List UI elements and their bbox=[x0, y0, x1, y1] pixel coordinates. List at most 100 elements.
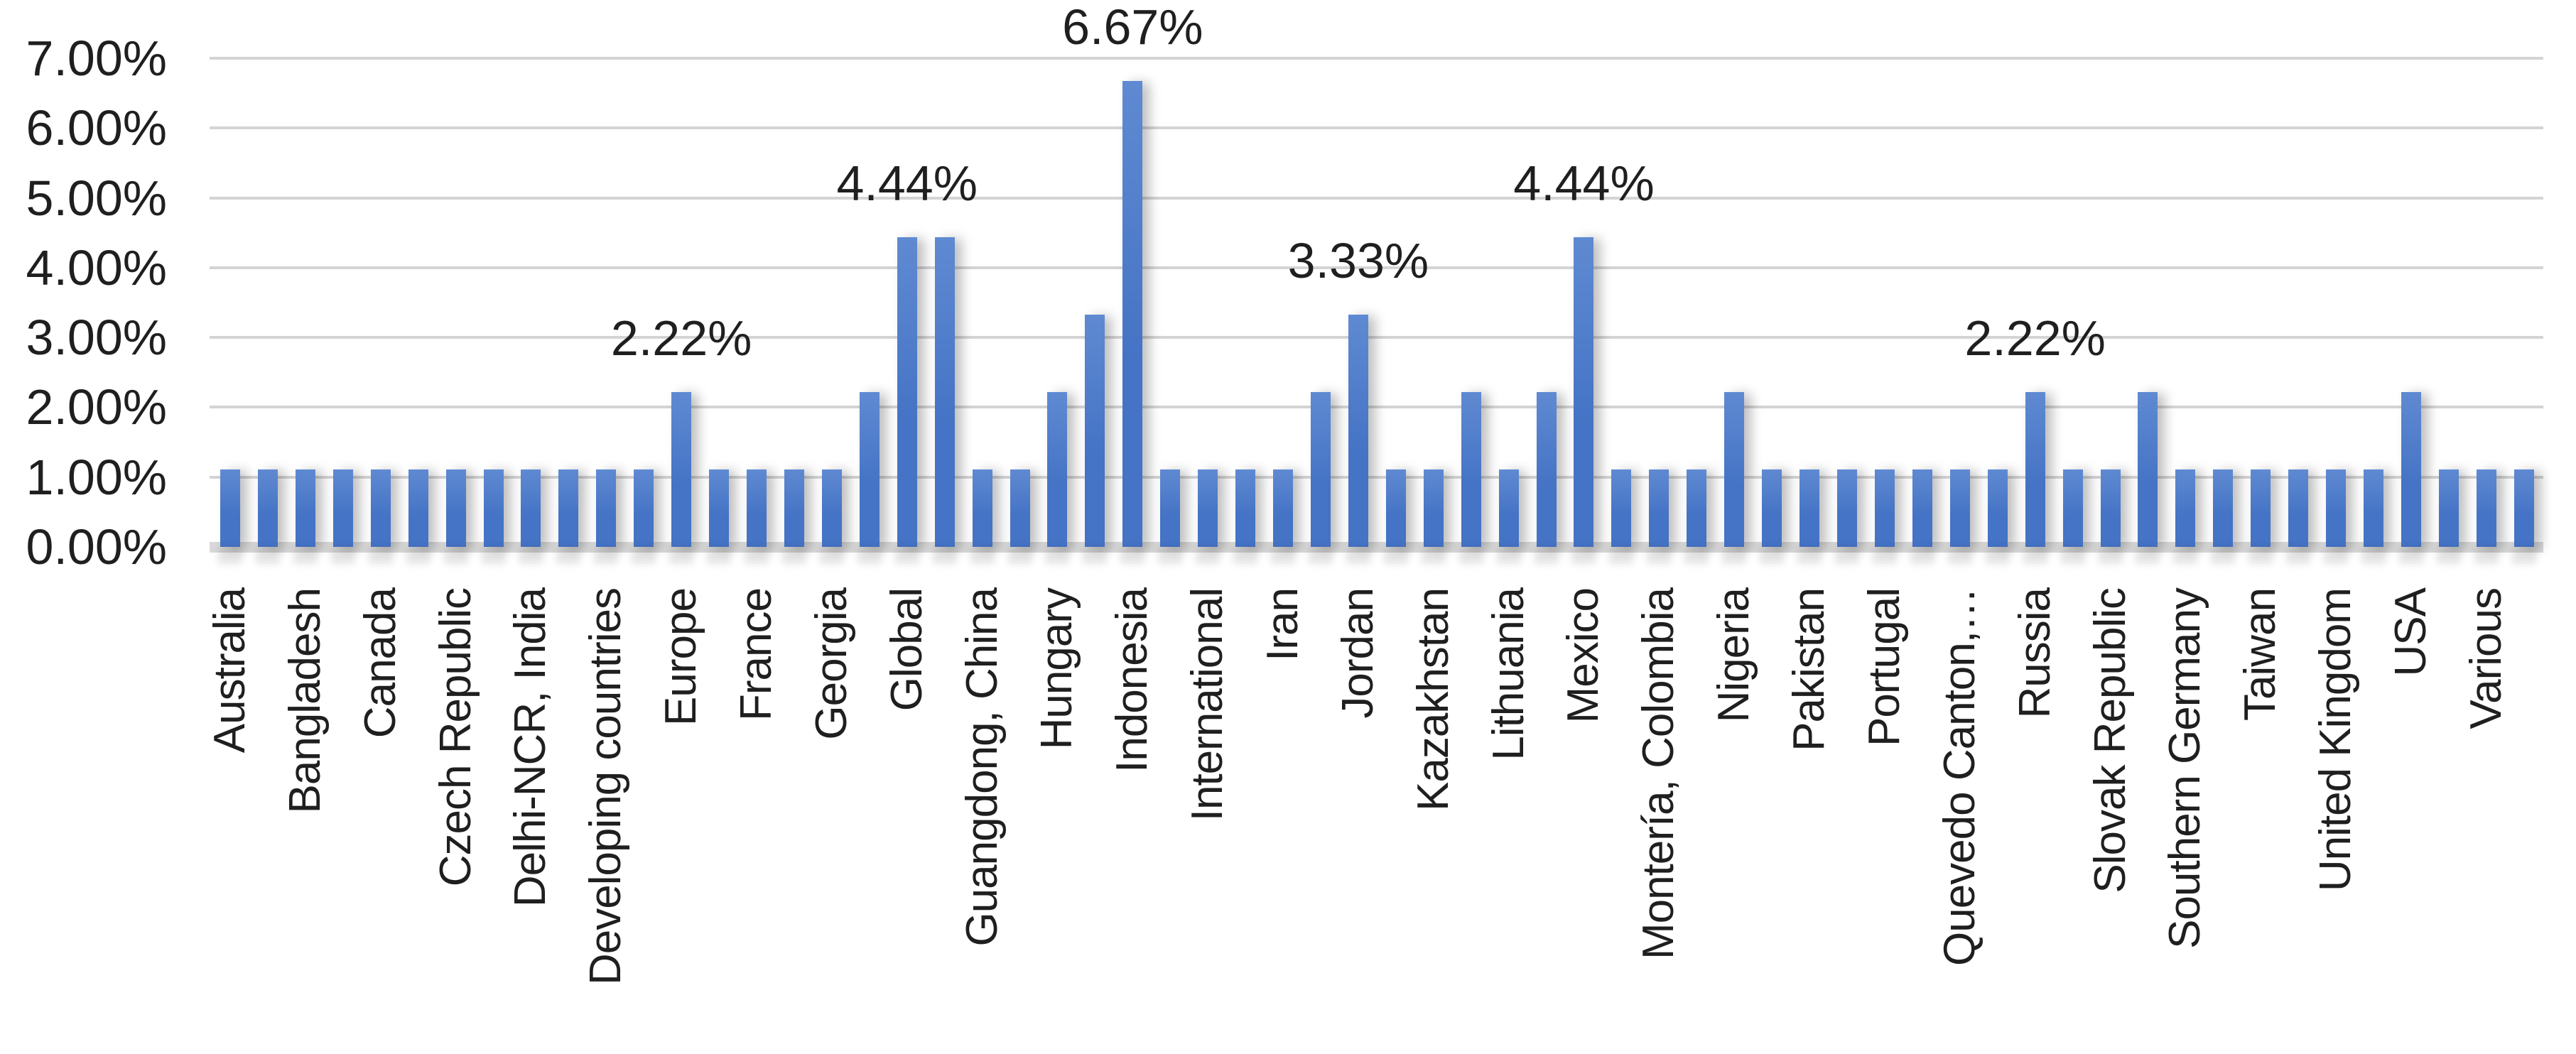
bar bbox=[1310, 391, 1331, 547]
bar-data-label: 2.22% bbox=[1964, 310, 2106, 366]
bar bbox=[2062, 469, 2083, 547]
y-axis-tick-label: 2.00% bbox=[26, 379, 167, 435]
bar bbox=[1574, 237, 1594, 547]
x-axis-category-label: Quevedo Canton,… bbox=[1934, 588, 1984, 967]
x-axis-category-label: United Kingdom bbox=[2311, 588, 2361, 892]
y-axis-tick-label: 1.00% bbox=[26, 449, 167, 505]
bar bbox=[1085, 314, 1105, 547]
bar bbox=[1461, 391, 1481, 547]
bar bbox=[2513, 469, 2534, 547]
bar bbox=[934, 237, 955, 547]
gridline bbox=[210, 57, 2543, 60]
bar bbox=[821, 469, 842, 547]
x-axis-category-label: Hungary bbox=[1032, 588, 1082, 750]
gridline bbox=[210, 475, 2543, 479]
bar bbox=[1836, 469, 1857, 547]
bar bbox=[1273, 469, 1294, 547]
x-axis-category-label: Taiwan bbox=[2236, 588, 2285, 721]
gridline bbox=[210, 196, 2543, 200]
bar bbox=[1235, 469, 1256, 547]
x-axis-category-label: Southern Germany bbox=[2160, 588, 2210, 949]
x-axis-category-label: Various bbox=[2461, 588, 2511, 729]
x-axis-category-label: Pakistan bbox=[1785, 588, 1834, 751]
bar bbox=[2288, 469, 2309, 547]
x-axis-category-label: Slovak Republic bbox=[2085, 588, 2135, 893]
bar bbox=[784, 469, 804, 547]
bar bbox=[1122, 81, 1143, 547]
bar bbox=[332, 469, 353, 547]
bar-data-label: 3.33% bbox=[1287, 232, 1429, 288]
bar bbox=[1348, 314, 1368, 547]
y-axis-tick-label: 3.00% bbox=[26, 310, 167, 366]
bar bbox=[972, 469, 992, 547]
bar bbox=[1912, 469, 1932, 547]
bar bbox=[1423, 469, 1444, 547]
bar bbox=[2401, 391, 2421, 547]
x-axis-category-label: Australia bbox=[205, 588, 254, 754]
bar bbox=[2476, 469, 2496, 547]
bar bbox=[295, 469, 315, 547]
bar bbox=[1010, 469, 1030, 547]
bar-data-label: 4.44% bbox=[1513, 155, 1655, 211]
x-axis-category-label: Delhi-NCR, India bbox=[506, 588, 556, 908]
x-axis-category-label: Bangladesh bbox=[280, 588, 330, 814]
bar bbox=[1874, 469, 1895, 547]
bar-data-label: 6.67% bbox=[1062, 0, 1203, 55]
bar bbox=[2138, 391, 2158, 547]
x-axis-category-label: Georgia bbox=[806, 588, 856, 740]
bar bbox=[2213, 469, 2234, 547]
bar bbox=[747, 469, 767, 547]
bar bbox=[1385, 469, 1406, 547]
plot-area: 2.22% 4.44% 6.67% 3.33% 4.44% 2.22% bbox=[210, 0, 2543, 553]
bar bbox=[2251, 469, 2271, 547]
bar bbox=[408, 469, 428, 547]
x-axis-category-label: Europe bbox=[656, 588, 706, 726]
bar bbox=[1047, 391, 1068, 547]
x-axis-category-label: Indonesia bbox=[1108, 588, 1157, 773]
bar bbox=[521, 469, 541, 547]
bar bbox=[634, 469, 654, 547]
bar bbox=[1198, 469, 1218, 547]
bar bbox=[1800, 469, 1820, 547]
bar bbox=[2025, 391, 2045, 547]
bar bbox=[1687, 469, 1707, 547]
y-axis-tick-label: 0.00% bbox=[26, 519, 167, 575]
gridline bbox=[210, 126, 2543, 130]
x-axis-category-label: USA bbox=[2386, 588, 2435, 677]
bar bbox=[2326, 469, 2347, 547]
y-axis-tick-label: 7.00% bbox=[26, 31, 167, 86]
bar bbox=[1724, 391, 1745, 547]
bar bbox=[1160, 469, 1181, 547]
bar bbox=[2175, 469, 2196, 547]
bar bbox=[596, 469, 617, 547]
x-axis-category-label: Jordan bbox=[1333, 588, 1382, 719]
x-axis-category-label: Global bbox=[882, 588, 931, 712]
bar-data-label: 2.22% bbox=[610, 310, 752, 366]
bar bbox=[1611, 469, 1632, 547]
x-axis-category-label: Canada bbox=[355, 588, 405, 739]
x-axis-category-label: Portugal bbox=[1859, 588, 1909, 746]
bar bbox=[1649, 469, 1669, 547]
bar bbox=[370, 469, 391, 547]
x-axis-category-label: Czech Republic bbox=[431, 588, 480, 887]
x-axis-category-label: Nigeria bbox=[1709, 588, 1759, 723]
x-axis-category-label: Montería, Colombia bbox=[1634, 588, 1684, 960]
bar bbox=[1987, 469, 2008, 547]
x-axis-category-label: Developing countries bbox=[581, 588, 631, 986]
gridline bbox=[210, 336, 2543, 339]
x-axis-category-label: France bbox=[732, 588, 781, 721]
bar bbox=[257, 469, 278, 547]
x-axis-category-label: Kazakhstan bbox=[1408, 588, 1458, 811]
x-axis-category-label: Lithuania bbox=[1483, 588, 1533, 761]
bar-data-label: 4.44% bbox=[836, 155, 978, 211]
y-axis-tick-label: 4.00% bbox=[26, 239, 167, 295]
bar bbox=[1949, 469, 1970, 547]
bar bbox=[220, 469, 240, 547]
x-axis-category-label: International bbox=[1183, 588, 1233, 822]
bar bbox=[671, 391, 692, 547]
bar bbox=[558, 469, 579, 547]
gridline bbox=[210, 406, 2543, 409]
bar bbox=[859, 391, 880, 547]
bar bbox=[483, 469, 504, 547]
